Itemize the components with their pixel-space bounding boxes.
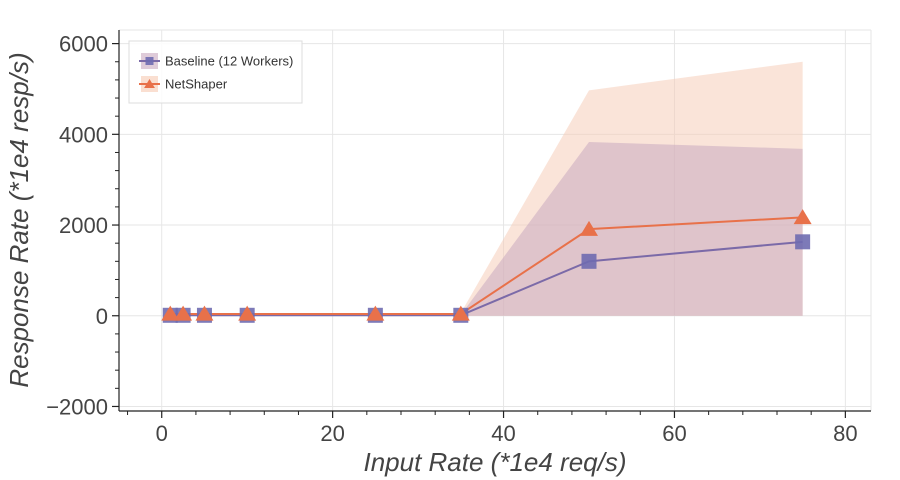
y-tick-label: −2000	[46, 394, 108, 419]
legend-marker-triangle	[144, 79, 155, 89]
netshaper-point	[174, 305, 193, 321]
legend-entries: Baseline (12 Workers) NetShaper	[139, 53, 293, 92]
y-axis-label: Response Rate (*1e4 resp/s)	[4, 52, 34, 387]
x-tick-label: 80	[833, 421, 857, 446]
y-tick-label: 6000	[59, 32, 108, 57]
netshaper-point	[451, 305, 470, 321]
netshaper-point	[793, 209, 812, 225]
x-axis-label: Input Rate (*1e4 req/s)	[363, 447, 626, 477]
netshaper-point	[366, 305, 385, 321]
x-tick-label: 60	[662, 421, 686, 446]
legend-label-netshaper: NetShaper	[165, 77, 228, 92]
legend: Baseline (12 Workers) NetShaper	[128, 40, 303, 104]
legend-label-baseline: Baseline (12 Workers)	[165, 54, 293, 69]
legend-marker-square	[145, 57, 154, 65]
y-tick-label: 0	[96, 304, 108, 329]
netshaper-point	[161, 305, 180, 321]
legend-frame	[128, 40, 303, 104]
y-tick-label: 2000	[59, 213, 108, 238]
baseline-point	[795, 234, 811, 250]
baseline-band	[170, 142, 803, 316]
axes	[112, 30, 871, 418]
x-tick-label: 40	[491, 421, 515, 446]
x-tick-label: 0	[156, 421, 168, 446]
series-markers	[161, 209, 812, 323]
x-tick-label: 20	[320, 421, 344, 446]
netshaper-point	[580, 220, 598, 236]
baseline-point	[581, 253, 597, 269]
netshaper-point	[195, 305, 214, 321]
netshaper-point	[238, 305, 257, 321]
confidence-bands	[170, 61, 803, 316]
tick-labels: 0 20 40 60 80 −2000 0 2000 4000 6000	[46, 32, 857, 446]
y-tick-label: 4000	[59, 122, 108, 147]
